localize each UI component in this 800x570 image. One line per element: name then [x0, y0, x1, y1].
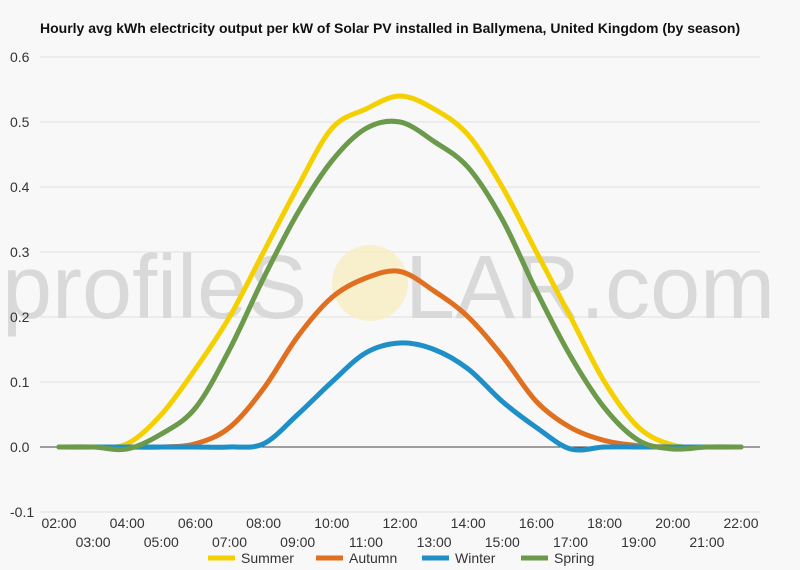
- x-tick-label: 22:00: [723, 515, 758, 531]
- x-tick-label: 14:00: [451, 515, 486, 531]
- series-line-summer: [56, 93, 744, 450]
- x-tick-label: 13:00: [417, 534, 452, 550]
- x-tick-label: 05:00: [144, 534, 179, 550]
- y-tick-label: 0.5: [10, 114, 30, 130]
- watermark-text-right: LAR.com: [405, 238, 775, 338]
- y-tick-label: 0.4: [10, 179, 30, 195]
- x-tick-label: 10:00: [314, 515, 349, 531]
- x-tick-label: 15:00: [485, 534, 520, 550]
- y-tick-label: 0.6: [10, 49, 30, 65]
- x-tick-label: 12:00: [382, 515, 417, 531]
- y-axis: 0.6 0.5 0.4 0.3 0.2 0.1 0.0 -0.1: [10, 49, 34, 520]
- x-tick-label: 03:00: [76, 534, 111, 550]
- x-tick-label: 19:00: [621, 534, 656, 550]
- legend-label: Winter: [455, 550, 496, 566]
- x-tick-label: 02:00: [41, 515, 76, 531]
- y-tick-label: -0.1: [10, 504, 34, 520]
- x-tick-label: 07:00: [212, 534, 247, 550]
- legend: Summer Autumn Winter Spring: [208, 550, 594, 566]
- legend-label: Spring: [554, 550, 594, 566]
- legend-label: Autumn: [349, 550, 397, 566]
- series-line-winter: [56, 340, 744, 453]
- watermark: profileS LAR.com: [2, 238, 775, 338]
- y-tick-label: 0.1: [10, 374, 30, 390]
- x-tick-label: 21:00: [689, 534, 724, 550]
- x-tick-label: 08:00: [246, 515, 281, 531]
- series-line-spring: [56, 118, 744, 453]
- series-layer: [56, 93, 744, 453]
- x-tick-label: 20:00: [655, 515, 690, 531]
- x-tick-label: 17:00: [553, 534, 588, 550]
- y-tick-label: 0.3: [10, 244, 30, 260]
- y-tick-label: 0.0: [10, 439, 30, 455]
- watermark-sun-icon: [332, 245, 408, 321]
- x-tick-label: 04:00: [110, 515, 145, 531]
- x-tick-label: 16:00: [519, 515, 554, 531]
- chart-title: Hourly avg kWh electricity output per kW…: [40, 20, 740, 36]
- x-tick-label: 18:00: [587, 515, 622, 531]
- legend-label: Summer: [241, 550, 294, 566]
- x-tick-label: 11:00: [349, 534, 383, 550]
- x-tick-label: 06:00: [178, 515, 213, 531]
- x-tick-label: 09:00: [280, 534, 315, 550]
- y-tick-label: 0.2: [10, 309, 30, 325]
